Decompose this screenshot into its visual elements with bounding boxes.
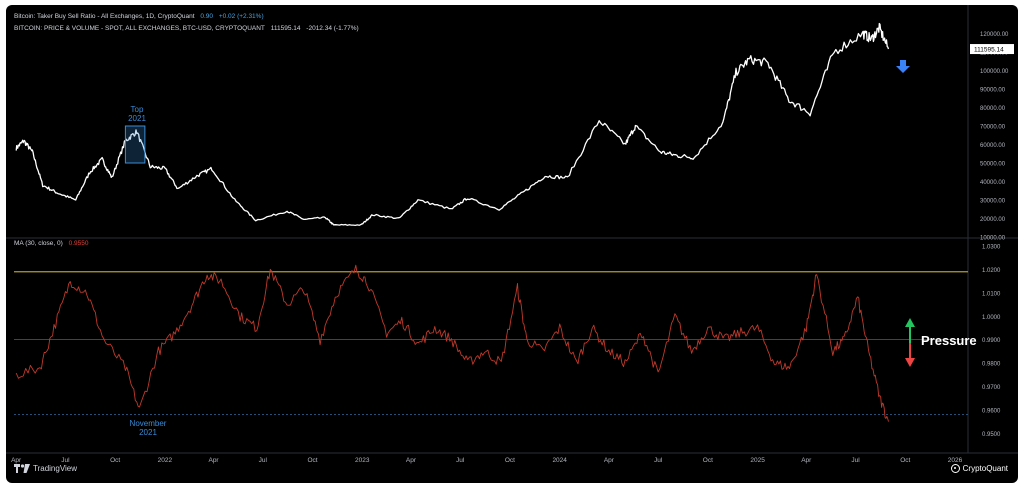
legend-price-change: -2012.34 (-1.77%): [306, 25, 359, 32]
legend-ratio-label: Bitcoin: Taker Buy Sell Ratio - All Exch…: [14, 13, 195, 20]
x-tick-label: 2023: [355, 457, 370, 464]
cryptoquant-icon: [950, 464, 960, 473]
price-pane: [15, 22, 890, 227]
x-tick-label: Jul: [259, 457, 268, 464]
ratio-y-tick-label: 1.0300: [982, 245, 1001, 251]
annotations: [124, 60, 915, 367]
cryptoquant-text: CryptoQuant: [962, 464, 1008, 473]
legend-ratio-value: 0.90: [200, 13, 213, 20]
last-price-tag: [970, 44, 1014, 55]
price-y-tick-label: 90000.00: [980, 88, 1006, 94]
last-price-tag-text: 111595.14: [974, 47, 1004, 54]
tradingview-logo[interactable]: TradingView: [14, 464, 77, 473]
x-tick-label: Oct: [307, 457, 317, 464]
x-tick-label: Oct: [505, 457, 515, 464]
price-y-tick-label: 40000.00: [980, 180, 1006, 186]
ratio-y-tick-label: 0.9500: [982, 432, 1001, 438]
annotation-november-line2: 2021: [139, 428, 157, 437]
chart-svg[interactable]: Apr Jul Oct 2022 Apr Jul Oct 2023 Apr Jul Oct 2024 A…: [6, 5, 1018, 483]
legend-ratio-change: +0.02 (+2.31%): [218, 13, 264, 20]
x-tick-label: Apr: [406, 457, 417, 464]
legend-price-label: BITCOIN: PRICE & VOLUME - SPOT, ALL EXCH…: [14, 25, 265, 32]
x-tick-label: Jul: [851, 457, 860, 464]
annotation-top: Top 2021: [117, 105, 157, 123]
annotation-top-line1: Top: [130, 105, 144, 114]
ratio-pane: [14, 264, 968, 422]
ratio-y-tick-label: 0.9700: [982, 385, 1001, 391]
annotation-november: November 2021: [118, 419, 178, 437]
legend-ma[interactable]: MA (30, close, 0) 0.9550: [14, 240, 88, 247]
x-tick-label: Apr: [801, 457, 812, 464]
grid: [6, 5, 1018, 454]
price-y-tick-label: 10000.00: [980, 236, 1006, 242]
x-tick-label: 2024: [552, 457, 567, 464]
price-y-tick-label: 20000.00: [980, 217, 1006, 223]
x-tick-label: Jul: [456, 457, 465, 464]
x-tick-label: Oct: [703, 457, 713, 464]
down-arrow-icon: [896, 60, 910, 73]
legend-ma-value: 0.9550: [68, 240, 89, 247]
tradingview-text: TradingView: [33, 464, 78, 473]
x-tick-label: 2022: [158, 457, 173, 464]
pressure-up-arrow-icon: [905, 318, 915, 327]
x-tick-label: Apr: [11, 457, 22, 464]
x-tick-label: Apr: [604, 457, 615, 464]
cryptoquant-logo[interactable]: CryptoQuant: [950, 464, 1008, 473]
x-tick-label: Oct: [110, 457, 120, 464]
annotation-november-line1: November: [129, 419, 167, 428]
ratio-ma-series-line: [15, 264, 889, 422]
x-tick-label: Jul: [61, 457, 70, 464]
top-2021-highlight-box: [124, 125, 146, 164]
price-y-tick-label: 30000.00: [980, 199, 1006, 205]
x-tick-label: 2026: [948, 457, 963, 464]
price-y-tick-label: 120000.00: [980, 32, 1009, 38]
chart-frame: Apr Jul Oct 2022 Apr Jul Oct 2023 Apr Jul Oct 2024 A…: [6, 5, 1018, 483]
legend-ma-label: MA (30, close, 0): [14, 240, 63, 247]
legend-ratio[interactable]: Bitcoin: Taker Buy Sell Ratio - All Exch…: [14, 13, 264, 20]
tradingview-icon: [14, 464, 30, 473]
x-tick-label: 2025: [750, 457, 765, 464]
price-y-tick-label: 100000.00: [980, 69, 1009, 75]
annotation-top-line2: 2021: [128, 114, 146, 123]
x-tick-label: Apr: [208, 457, 219, 464]
ratio-y-tick-label: 0.9800: [982, 362, 1001, 368]
pressure-down-arrow-icon: [905, 358, 915, 367]
ratio-y-tick-label: 0.9600: [982, 408, 1001, 414]
axes: Apr Jul Oct 2022 Apr Jul Oct 2023 Apr Jul Oct 2024 A…: [11, 32, 1014, 464]
ratio-y-tick-label: 1.0200: [982, 268, 1001, 274]
x-tick-label: Jul: [654, 457, 663, 464]
price-y-tick-label: 60000.00: [980, 143, 1006, 149]
legend-price-value: 111595.14: [270, 25, 301, 32]
price-series-line: [15, 22, 890, 227]
price-y-tick-label: 80000.00: [980, 106, 1006, 112]
ratio-y-tick-label: 0.9900: [982, 338, 1001, 344]
pressure-label: Pressure: [921, 333, 977, 348]
price-y-tick-label: 70000.00: [980, 125, 1006, 131]
ratio-y-tick-label: 1.0000: [982, 315, 1001, 321]
ratio-y-tick-label: 1.0100: [982, 291, 1001, 297]
x-tick-label: Oct: [900, 457, 910, 464]
price-y-tick-label: 50000.00: [980, 162, 1006, 168]
legend-price[interactable]: BITCOIN: PRICE & VOLUME - SPOT, ALL EXCH…: [14, 25, 359, 32]
